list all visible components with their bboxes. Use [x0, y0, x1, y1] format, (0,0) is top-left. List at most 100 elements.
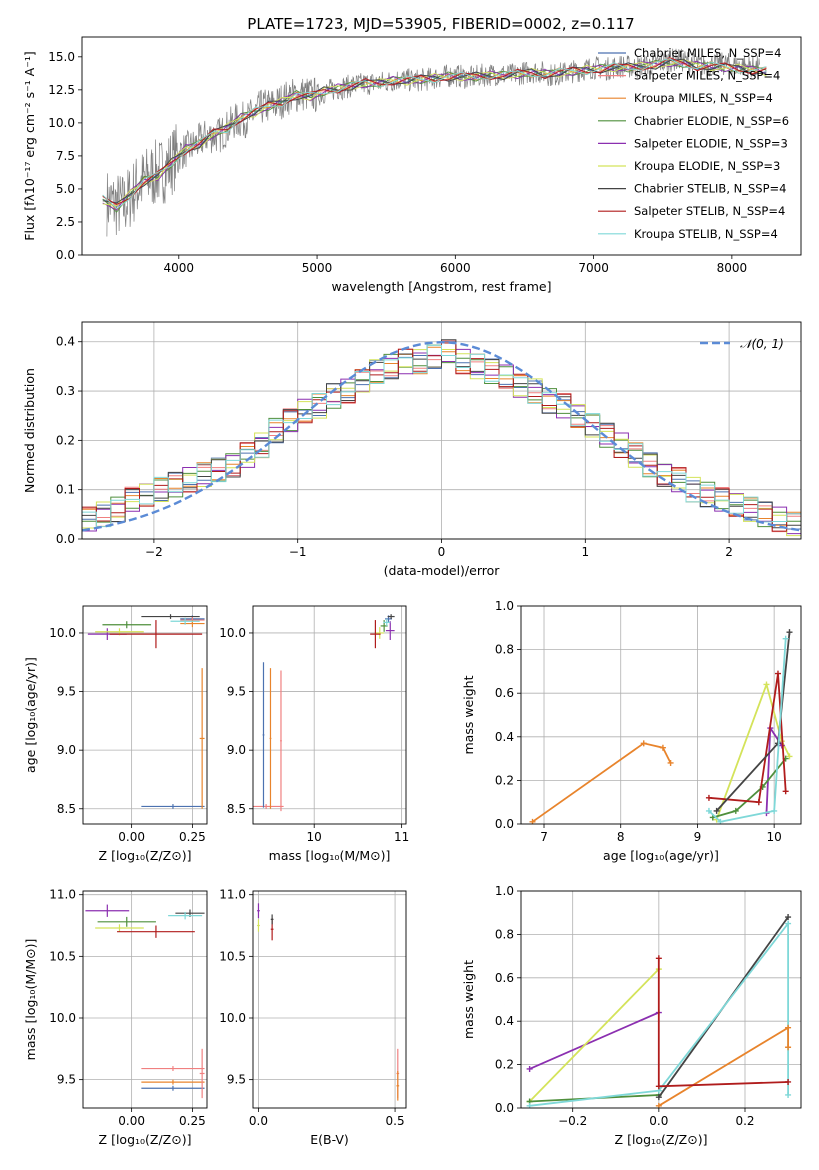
y-tick-label: 8.5	[57, 802, 76, 816]
weight-marker	[774, 670, 781, 677]
weight-line	[708, 673, 787, 804]
y-tick-label: 10.5	[49, 949, 76, 963]
legend-entry: 𝒩(0, 1)	[740, 337, 784, 351]
normal-curve	[82, 340, 801, 532]
weight-marker	[785, 914, 792, 921]
weight-marker	[785, 1044, 792, 1051]
y-tick-label: 1.0	[495, 599, 514, 613]
x-tick-label: 0.25	[179, 830, 206, 844]
error-bar-point	[199, 668, 205, 809]
weight-line	[529, 920, 789, 1107]
mass-vs-extinction-panel: 0.0 0.5 9.5 10.0 10.5 11.0 E(B-V)	[219, 888, 407, 1147]
weight-marker	[659, 744, 666, 751]
plot-frame	[252, 890, 407, 1109]
x-axis-label: (data-model)/error	[384, 563, 501, 578]
x-tick-label: 5000	[302, 261, 333, 275]
plot-area	[257, 903, 400, 1101]
y-axis-label: Normed distribution	[22, 368, 37, 493]
error-bar-point	[141, 1079, 205, 1085]
weight-marker	[655, 1083, 662, 1090]
mass-vs-metallicity-panel: 0.00 0.25 9.5 10.0 10.5 11.0 Z [log₁₀(Z/Z⊙)] ma…	[23, 888, 208, 1147]
grid	[83, 606, 207, 824]
weight-marker	[705, 807, 712, 814]
weight-marker	[655, 955, 662, 962]
y-axis-label: Flux [fλ10⁻¹⁷ erg cm⁻² s⁻¹ A⁻¹]	[22, 51, 37, 240]
grid	[253, 606, 406, 824]
x-tick-label: 1	[581, 545, 589, 559]
weight-line	[528, 968, 660, 1103]
weight-line	[712, 758, 787, 819]
grid	[83, 891, 207, 1108]
weight-marker	[755, 799, 762, 806]
plot-frame	[252, 605, 407, 825]
error-bar-point	[269, 668, 272, 809]
x-tick-label: 8000	[717, 261, 748, 275]
legend-entry: Chabrier ELODIE, N_SSP=6	[634, 114, 789, 128]
error-bar-point	[253, 804, 284, 809]
y-tick-label: 9.5	[57, 1073, 76, 1087]
y-tick-label: 0.2	[56, 433, 75, 447]
model-spectrum-line	[102, 57, 767, 205]
y-tick-label: 0.6	[495, 686, 514, 700]
grid	[521, 890, 801, 1109]
weight-marker	[763, 681, 770, 688]
weight-marker	[655, 1094, 662, 1101]
x-tick-label: 10	[307, 830, 322, 844]
plot-area	[85, 904, 205, 1099]
plot-area	[529, 629, 793, 824]
model-spectrum-line	[102, 58, 767, 204]
error-bar-point	[387, 614, 395, 619]
error-bar-point	[257, 903, 260, 919]
x-tick-label: 7	[540, 830, 548, 844]
error-bar-point	[168, 911, 203, 920]
plot-frame	[82, 605, 208, 825]
x-tick-label: 0.25	[179, 1114, 206, 1128]
y-tick-label: 10.0	[49, 626, 76, 640]
y-tick-label: 9.5	[227, 1073, 246, 1087]
plot-area	[87, 614, 205, 809]
legend-entry: Salpeter STELIB, N_SSP=4	[634, 204, 785, 218]
weight-marker	[640, 740, 647, 747]
weight-marker	[667, 759, 674, 766]
histogram-step	[82, 344, 801, 528]
error-bar-point	[109, 620, 203, 649]
x-tick-label: 0.00	[118, 830, 145, 844]
weight-line	[531, 742, 672, 823]
error-bar-point	[270, 914, 274, 925]
y-tick-label: 8.5	[227, 802, 246, 816]
legend-entry: Salpeter ELODIE, N_SSP=3	[634, 136, 788, 150]
error-bar-point	[257, 919, 260, 932]
weight-marker	[782, 788, 789, 795]
legend-entry: Salpeter MILES, N_SSP=4	[634, 69, 780, 83]
legend-entry: Chabrier STELIB, N_SSP=4	[634, 182, 786, 196]
legend-entry: Kroupa ELODIE, N_SSP=3	[634, 159, 780, 173]
error-bar-point	[117, 925, 195, 938]
weight-line	[708, 638, 787, 823]
model-spectrum-line	[102, 59, 767, 213]
y-tick-label: 0.0	[495, 1101, 514, 1115]
weight-marker	[785, 920, 792, 927]
y-tick-label: 9.5	[57, 685, 76, 699]
error-bar-point	[280, 670, 282, 812]
model-spectrum-line	[102, 59, 767, 207]
weight-marker	[785, 1078, 792, 1085]
y-tick-label: 10.0	[49, 1011, 76, 1025]
x-tick-label: −0.2	[558, 1114, 587, 1128]
error-bar-point	[370, 620, 381, 649]
y-tick-label: 0.2	[495, 773, 514, 787]
weight-marker	[785, 1024, 792, 1031]
x-tick-label: 9	[694, 830, 702, 844]
error-bar-point	[396, 1071, 400, 1101]
y-tick-label: 10.0	[48, 116, 75, 130]
x-axis-label: age [log₁₀(age/yr)]	[603, 848, 719, 863]
y-tick-label: 0.4	[56, 335, 75, 349]
weight-line	[715, 681, 791, 820]
y-axis-label: mass weight	[461, 675, 476, 754]
error-bar-point	[262, 662, 265, 808]
y-tick-label: 0.4	[495, 730, 514, 744]
x-tick-label: 2	[725, 545, 733, 559]
y-tick-label: 10.0	[219, 626, 246, 640]
y-tick-label: 10.0	[219, 1011, 246, 1025]
error-bar-point	[375, 627, 385, 639]
